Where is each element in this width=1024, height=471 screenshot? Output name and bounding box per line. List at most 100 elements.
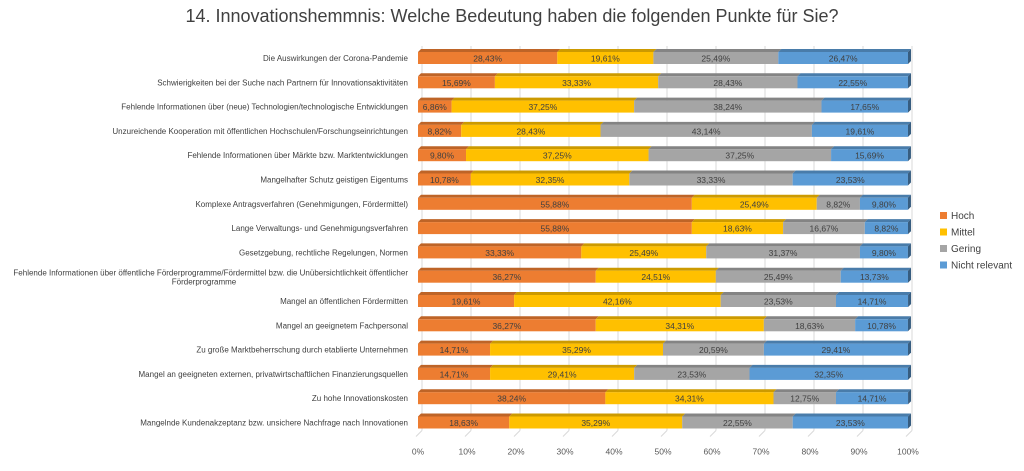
gridline-floor [807,430,815,437]
legend-swatch-nicht-relevant [940,261,947,269]
data-label: 19,61% [591,54,620,64]
data-label: 37,25% [725,151,754,161]
category-label: Mangel an geeigneten externen, privatwir… [139,370,409,379]
bar-mittel [595,319,764,332]
data-label: 23,53% [836,418,865,428]
category-label: Fehlende Informationen über öffentliche … [13,269,408,278]
legend-swatch-gering [940,245,947,252]
x-tick-label: 70% [752,447,769,457]
data-label: 29,41% [822,345,851,355]
bar-mittel [691,197,817,210]
data-label: 22,55% [838,78,867,88]
legend-label: Mittel [951,228,975,239]
data-label: 9,80% [872,248,897,258]
legend-label: Nicht relevant [951,261,1012,272]
category-label: Schwierigkeiten bei der Suche nach Partn… [157,78,408,87]
bar-top-mittel [451,97,638,101]
bar-nicht-relevant [835,392,909,405]
x-tick-label: 100% [897,447,919,457]
category-label: Fehlende Informationen über (neue) Techn… [121,103,408,112]
gridline-floor [660,430,668,437]
data-label: 18,63% [449,418,478,428]
data-label: 55,88% [540,224,569,234]
gridline-floor [856,430,864,437]
data-label: 14,71% [858,297,887,307]
bar-top-hoch [418,49,561,52]
bar-top-hoch [418,364,494,368]
data-label: 14,71% [440,369,469,379]
bar-top-hoch [418,170,474,174]
data-label: 33,33% [562,78,591,88]
bar-mittel [461,124,601,137]
gridline-floor [905,430,913,437]
bar-hoch [418,319,596,332]
bar-mittel [514,295,721,307]
gridline-floor [513,430,521,437]
category-label: Gesetzgebung, rechtliche Regelungen, Nor… [239,248,408,257]
bar-top-mittel [490,340,666,344]
bar-side [907,316,911,332]
bar-top-mittel [581,243,710,247]
bar-mittel [509,416,683,429]
bar-gering [783,222,865,235]
data-label: 20,59% [699,345,728,355]
bar-top-hoch [418,73,498,77]
bar-hoch [418,246,582,259]
bar-nicht-relevant [792,416,908,429]
bar-hoch [418,343,491,356]
bar-top-hoch [418,389,609,393]
bar-top-nicht-relevant [864,219,911,223]
category-label-line2: Förderprogramme [172,278,237,287]
category-label: Lange Verwaltungs- und Genehmigungsverfa… [231,224,408,233]
data-label: 23,53% [764,297,793,307]
x-tick-label: 90% [850,447,867,457]
bar-hoch [418,392,606,405]
bar-top-gering [715,267,844,271]
bar-hoch [418,52,558,64]
data-label: 26,47% [829,54,858,64]
legend-label: Hoch [951,211,974,222]
bar-top-nicht-relevant [840,267,911,271]
bar-mittel [470,173,630,186]
bar-nicht-relevant [811,124,908,137]
data-label: 34,31% [665,321,694,331]
bar-gering [682,416,793,429]
bar-side [908,219,911,235]
bar-top-nicht-relevant [821,97,911,101]
data-label: 8,82% [874,224,899,234]
data-label: 38,24% [713,102,742,112]
data-label: 19,61% [452,297,481,307]
bar-nicht-relevant [864,222,908,235]
bar-top-mittel [470,170,633,174]
bar-top-hoch [418,219,695,223]
bar-nicht-relevant [835,295,909,307]
bar-side [907,146,911,162]
x-tick-label: 50% [654,447,671,457]
bar-nicht-relevant [840,270,908,283]
bar-top-gering [682,413,796,417]
bar-top-hoch [418,194,695,198]
bar-mittel [490,367,635,380]
data-label: 34,31% [675,394,704,404]
data-label: 15,69% [442,78,471,88]
bar-top-nicht-relevant [778,49,911,52]
bar-nicht-relevant [792,173,908,186]
bar-top-hoch [418,413,513,417]
bar-nicht-relevant [859,197,908,210]
bar-nicht-relevant [831,149,908,162]
category-label: Mangel an geeignetem Fachpersonal [276,321,408,330]
data-label: 33,33% [697,175,726,185]
bar-hoch [418,100,452,113]
bar-top-gering [783,219,868,223]
bar-top-hoch [418,97,455,101]
category-label: Fehlende Informationen über Märkte bzw. … [187,151,408,160]
bar-top-gering [663,340,767,344]
bar-hoch [418,367,491,380]
bar-top-mittel [466,146,652,150]
bar-top-nicht-relevant [749,364,911,368]
bar-top-gering [653,49,782,52]
bar-top-gering [773,389,839,393]
category-label: Zu hohe Innovationskosten [312,394,408,403]
data-label: 36,27% [492,272,521,282]
bar-hoch [418,76,495,89]
